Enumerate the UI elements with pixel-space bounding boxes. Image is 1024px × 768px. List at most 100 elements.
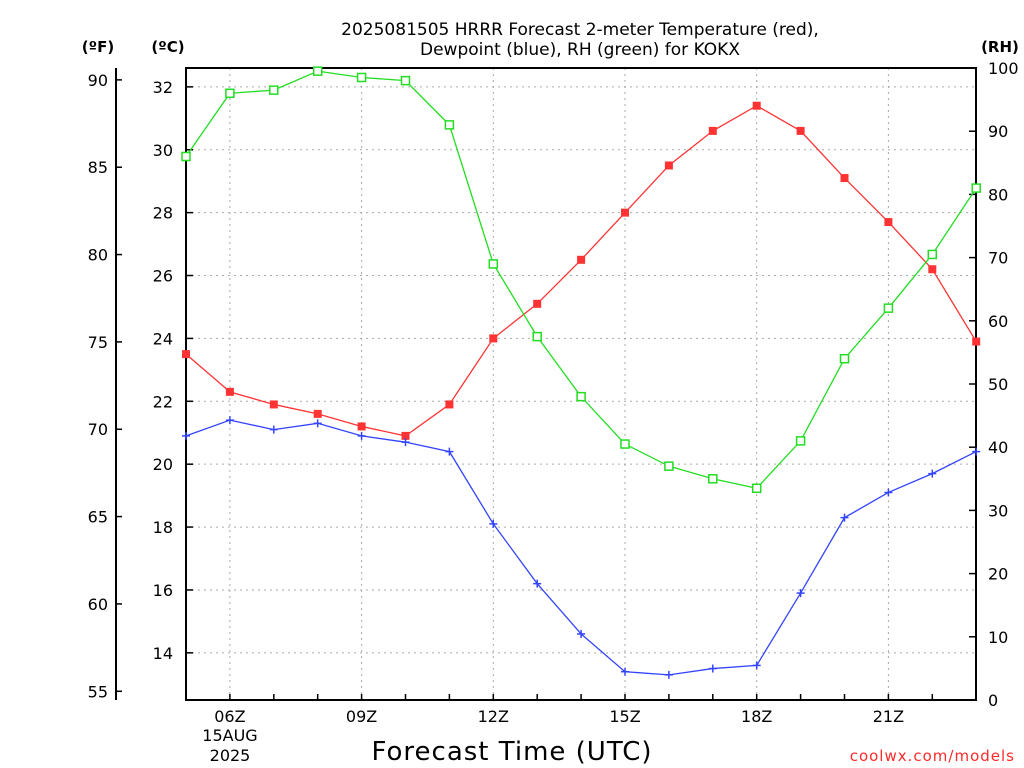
rh-point <box>532 331 542 342</box>
temperature-point <box>884 218 893 227</box>
rh-point <box>883 303 894 313</box>
x-tick-label: 18Z <box>741 707 772 726</box>
credit-text: coolwx.com/models <box>850 747 1015 765</box>
rh-point <box>225 88 235 99</box>
temperature-point <box>752 101 761 110</box>
rh-point <box>400 75 411 86</box>
dewpoint-point <box>401 438 410 447</box>
dewpoint-point <box>313 419 322 428</box>
rh-point <box>444 120 455 130</box>
unit-label-fahrenheit: (ºF) <box>82 38 114 56</box>
x-date-label-day: 15AUG <box>202 726 257 745</box>
rh-point <box>269 85 279 95</box>
temperature-point <box>708 126 717 135</box>
fahrenheit-tick-label: 85 <box>88 158 108 177</box>
celsius-tick-label: 20 <box>153 455 173 474</box>
rh-point <box>312 66 323 76</box>
rh-tick-label: 50 <box>988 375 1008 394</box>
fahrenheit-tick-label: 55 <box>88 682 108 701</box>
rh-point <box>839 353 850 364</box>
fahrenheit-tick-label: 90 <box>88 71 108 90</box>
dewpoint-point <box>664 670 673 679</box>
celsius-tick-label: 32 <box>153 78 173 97</box>
rh-tick-label: 20 <box>988 565 1008 584</box>
celsius-tick-label: 24 <box>153 329 173 348</box>
fahrenheit-tick-label: 75 <box>88 333 108 352</box>
temperature-point <box>664 161 673 170</box>
celsius-tick-label: 14 <box>153 644 173 663</box>
plot-frame <box>185 67 977 701</box>
x-tick-label: 15Z <box>609 707 640 726</box>
temperature-point <box>621 208 629 217</box>
gridlines <box>186 68 976 700</box>
rh-tick-label: 90 <box>988 122 1008 141</box>
rh-point <box>971 183 981 193</box>
celsius-tick-label: 16 <box>153 581 173 600</box>
rh-tick-label: 30 <box>988 501 1008 520</box>
temperature-point <box>840 174 849 183</box>
x-axis-title: Forecast Time (UTC) <box>371 737 652 767</box>
celsius-tick-label: 18 <box>153 518 173 537</box>
chart-title-line-2: Dewpoint (blue), RH (green) for KOKX <box>420 40 740 60</box>
rh-point <box>795 436 806 446</box>
fahrenheit-tick-label: 80 <box>88 246 108 265</box>
dewpoint-point <box>577 629 586 638</box>
temperature-point <box>313 409 322 418</box>
temperature-point <box>401 431 410 440</box>
rh-point <box>488 259 499 269</box>
dewpoint-point <box>708 664 717 673</box>
dewpoint-point <box>840 513 849 522</box>
x-tick-label: 09Z <box>346 707 377 726</box>
tick-labels: 55 60 65 70 75 80 85 90 14 16 18 20 22 24 26 28 30 32 0 10 2… <box>88 59 1019 726</box>
dewpoint-point <box>928 469 937 478</box>
fahrenheit-tick-label: 60 <box>88 595 108 614</box>
temperature-point <box>269 400 278 409</box>
dewpoint-point <box>357 431 366 440</box>
rh-tick-label: 100 <box>988 59 1019 78</box>
rh-point <box>356 72 367 83</box>
rh-point <box>708 474 718 484</box>
temperature-point <box>533 299 542 308</box>
dewpoint-point <box>445 447 454 456</box>
rh-point <box>181 151 191 162</box>
fahrenheit-tick-label: 70 <box>88 420 108 439</box>
dewpoint-point <box>796 589 805 598</box>
dewpoint-point <box>269 425 278 434</box>
x-date-label-year: 2025 <box>210 746 251 765</box>
celsius-tick-label: 26 <box>153 267 173 286</box>
rh-tick-label: 80 <box>988 185 1008 204</box>
temperature-point <box>972 337 981 346</box>
temperature-point <box>225 387 234 396</box>
dewpoint-point <box>533 579 542 588</box>
x-tick-label: 12Z <box>478 707 509 726</box>
temperature-point <box>928 265 937 274</box>
dewpoint-point <box>621 667 629 676</box>
celsius-tick-label: 22 <box>153 392 173 411</box>
celsius-tick-label: 30 <box>153 141 173 160</box>
temperature-point <box>445 400 454 409</box>
unit-label-rh: (RH) <box>981 38 1019 56</box>
fahrenheit-tick-label: 65 <box>88 508 108 527</box>
temperature-point <box>182 350 190 359</box>
rh-point <box>576 391 586 402</box>
dewpoint-point <box>752 661 761 670</box>
axes <box>115 67 977 701</box>
x-tick-label: 21Z <box>873 707 904 726</box>
dewpoint-point <box>182 431 190 440</box>
rh-point <box>927 249 938 260</box>
series-lines <box>181 66 981 679</box>
rh-tick-label: 60 <box>988 312 1008 331</box>
celsius-tick-label: 28 <box>153 204 173 223</box>
rh-tick-label: 0 <box>988 691 998 710</box>
temperature-point <box>357 422 366 431</box>
dewpoint-point <box>884 488 893 497</box>
rh-tick-label: 10 <box>988 628 1008 647</box>
temperature-point <box>796 126 805 135</box>
x-tick-label: 06Z <box>214 707 245 726</box>
rh-point <box>620 439 630 449</box>
unit-label-celsius: (ºC) <box>151 38 184 56</box>
chart-title-line-1: 2025081505 HRRR Forecast 2-meter Tempera… <box>341 20 819 40</box>
dewpoint-point <box>972 447 981 456</box>
dewpoint-point <box>225 416 234 425</box>
